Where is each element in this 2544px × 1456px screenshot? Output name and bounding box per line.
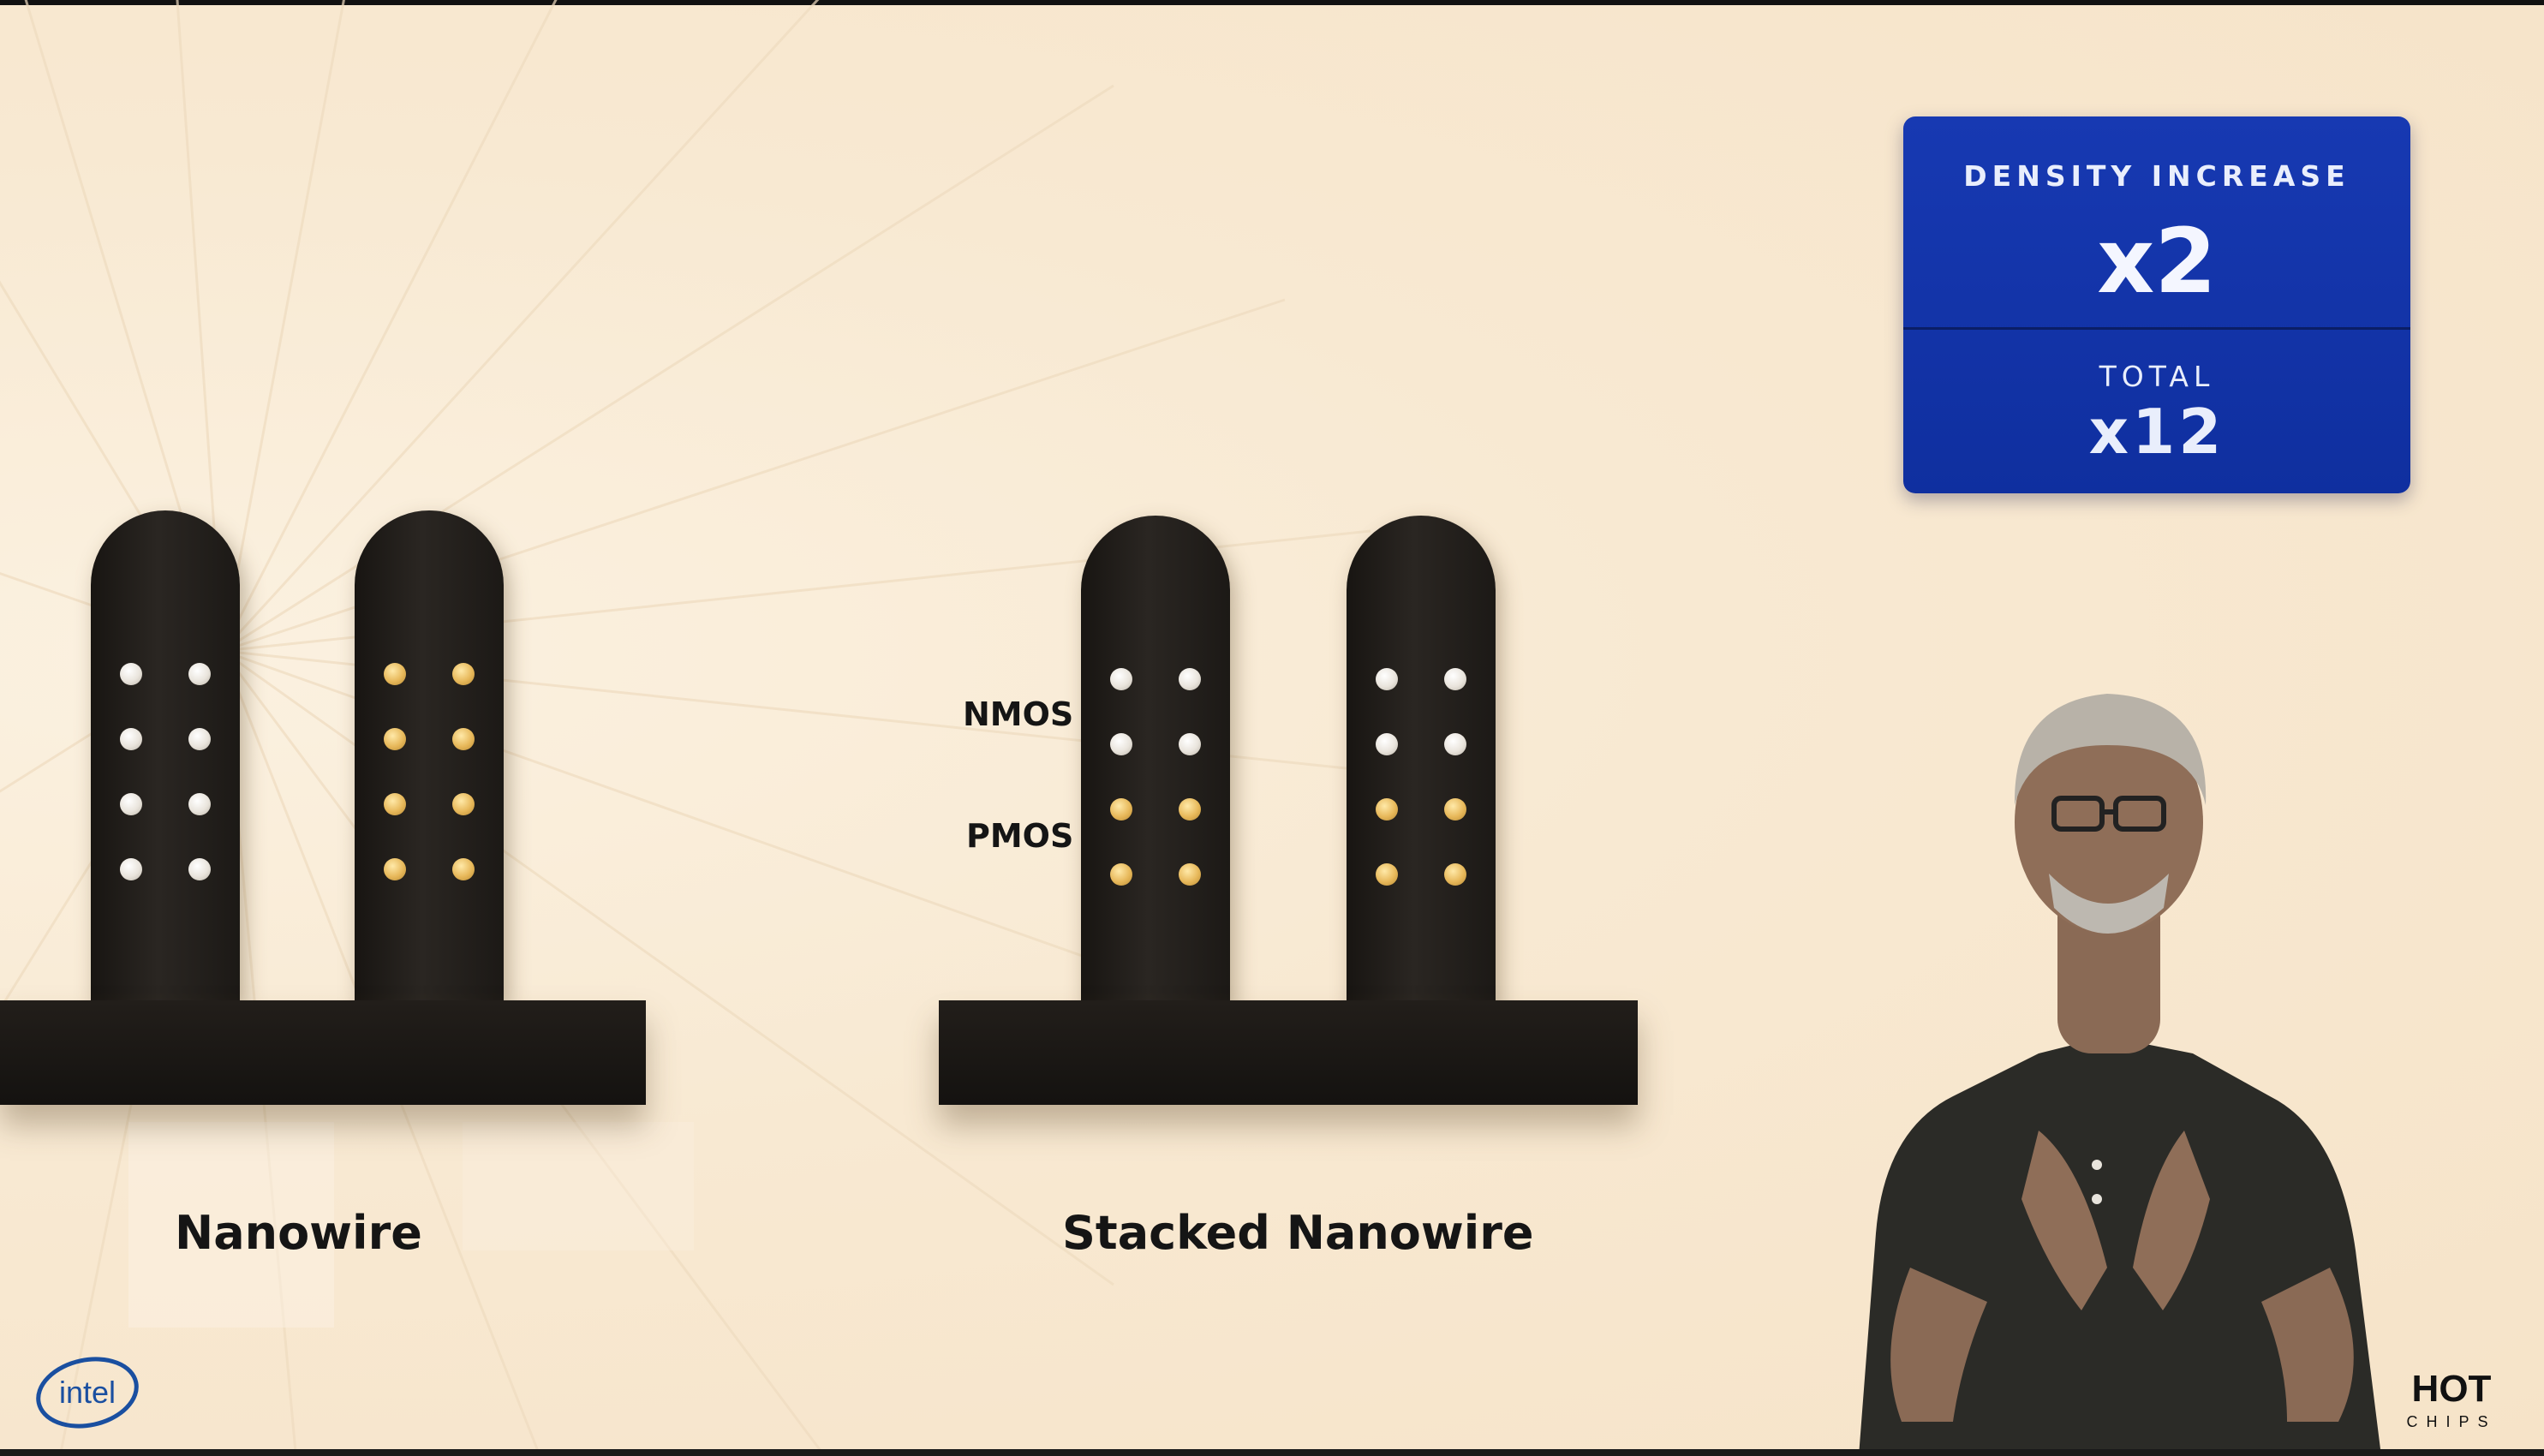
stacked-fin-right	[1347, 516, 1496, 1005]
stacked-fin-left	[1081, 516, 1230, 1005]
nanowire-white	[120, 663, 142, 685]
nanowire-white	[120, 793, 142, 815]
density-increase-label: DENSITY INCREASE	[1963, 159, 2350, 193]
nanowire-fin-nmos	[91, 510, 240, 1000]
nanowire-white	[1444, 668, 1466, 690]
nanowire-gold	[1444, 863, 1466, 886]
nanowire-gold	[1444, 798, 1466, 820]
nanowire-white	[1376, 733, 1398, 755]
svg-text:CHIPS: CHIPS	[2406, 1413, 2496, 1430]
nanowire-gold	[384, 728, 406, 750]
nanowire-gold	[1110, 798, 1132, 820]
card-divider	[1903, 327, 2410, 330]
nanowire-gold	[452, 663, 475, 685]
density-card: DENSITY INCREASE x2 TOTAL x12	[1903, 116, 2410, 493]
svg-text:intel: intel	[59, 1375, 116, 1410]
nanowire-fin-pmos	[355, 510, 504, 1000]
nanowire-gold	[1110, 863, 1132, 886]
nanowire-white	[120, 728, 142, 750]
nanowire-gold	[452, 728, 475, 750]
hotchips-logo: HOT CHIPS	[2406, 1368, 2496, 1430]
nanowire-white	[1110, 668, 1132, 690]
nanowire-gold	[1376, 798, 1398, 820]
nanowire-gold	[384, 858, 406, 880]
svg-text:HOT: HOT	[2412, 1368, 2492, 1410]
nanowire-white	[188, 663, 211, 685]
nanowire-white	[188, 858, 211, 880]
nanowire-white	[120, 858, 142, 880]
nanowire-white	[188, 793, 211, 815]
nanowire-white	[1179, 733, 1201, 755]
nanowire-substrate	[0, 1000, 646, 1105]
total-value: x12	[2088, 396, 2225, 468]
nmos-label: NMOS	[963, 695, 1074, 733]
nanowire-gold	[452, 858, 475, 880]
nanowire-gold	[452, 793, 475, 815]
nanowire-gold	[1179, 798, 1201, 820]
presenter-figure	[1859, 694, 2381, 1456]
top-border	[0, 0, 2544, 5]
nanowire-white	[1444, 733, 1466, 755]
stacked-nanowire-caption: Stacked Nanowire	[1062, 1206, 1534, 1260]
nanowire-white	[1110, 733, 1132, 755]
nanowire-gold	[1179, 863, 1201, 886]
nanowire-gold	[1376, 863, 1398, 886]
stacked-substrate	[939, 1000, 1638, 1105]
pmos-label: PMOS	[966, 817, 1074, 855]
nanowire-white	[1376, 668, 1398, 690]
nanowire-gold	[384, 663, 406, 685]
bottom-border	[0, 1449, 2544, 1456]
density-increase-value: x2	[2097, 209, 2217, 313]
intel-logo: intel	[36, 1357, 139, 1429]
nanowire-caption: Nanowire	[175, 1206, 422, 1260]
nanowire-white	[1179, 668, 1201, 690]
total-label: TOTAL	[2099, 360, 2215, 393]
nanowire-white	[188, 728, 211, 750]
nanowire-gold	[384, 793, 406, 815]
